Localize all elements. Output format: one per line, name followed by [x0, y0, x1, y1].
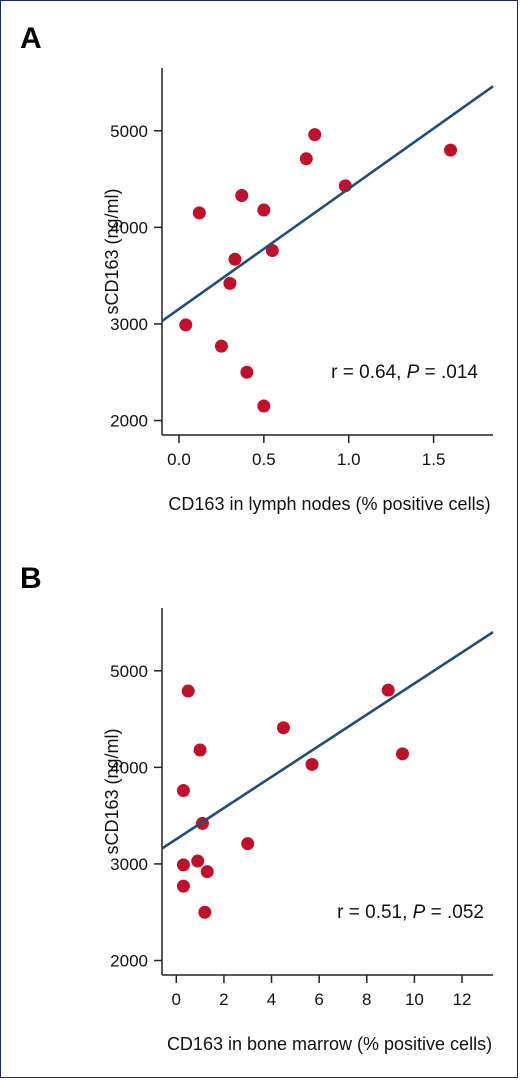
panel-b-x-tick-label: 10	[405, 990, 424, 1009]
panel-a-data-point	[444, 143, 458, 157]
panel-a-y-tick-label: 2000	[110, 412, 148, 431]
panel-a-letter: A	[20, 22, 42, 55]
panel-b-annotation: r = 0.51, P = .052	[337, 902, 484, 923]
panel-b-scatter-chart: r = 0.51, P = .052 2000 3000 4000 5000 0 2 4 6 8…	[102, 608, 494, 1054]
panel-a-annotation: r = 0.64, P = .014	[331, 362, 478, 383]
panel-b-data-point	[381, 683, 395, 697]
panel-a-data-point	[308, 128, 322, 142]
panel-a-data-point	[240, 365, 254, 379]
panel-b-x-tick-label: 6	[314, 990, 323, 1009]
panel-a-y-tick-label: 3000	[110, 315, 148, 334]
panel-a-data-point	[257, 203, 271, 217]
panel-b-data-point	[396, 747, 410, 761]
panel-b-data-point	[276, 721, 290, 735]
panel-b-data-point	[305, 757, 319, 771]
panel-a-data-point	[235, 188, 249, 202]
panel-b-x-tick-label: 0	[172, 990, 181, 1009]
panel-a-y-tick-label: 4000	[110, 218, 148, 237]
panel-a-data-point	[214, 339, 228, 353]
panel-b-data-point	[198, 905, 212, 919]
panel-b-data-point	[176, 879, 190, 893]
panel-a-scatter-chart: r = 0.64, P = .014 2000 3000 4000 5000 0.0 0.…	[102, 68, 494, 514]
panel-a-x-axis-title: CD163 in lymph nodes (% positive cells)	[168, 494, 490, 514]
panel-a-data-point	[179, 318, 193, 332]
panel-b-data-point	[193, 743, 207, 757]
panel-a-data-point	[299, 152, 313, 166]
panel-b-y-tick-label: 2000	[110, 952, 148, 971]
panel-b-y-tick-label: 4000	[110, 758, 148, 777]
panel-b-data-point	[241, 837, 255, 851]
panel-b-x-tick-label: 4	[267, 990, 276, 1009]
panel-a-regression-line	[161, 85, 494, 323]
panel-b-y-tick-label: 5000	[110, 662, 148, 681]
panel-b-x-tick-label: 2	[219, 990, 228, 1009]
panel-b-y-tick-label: 3000	[110, 855, 148, 874]
panel-a-data-point	[223, 276, 237, 290]
panel-b-x-tick-label: 12	[453, 990, 472, 1009]
panel-b-x-tick-label: 8	[362, 990, 371, 1009]
panel-a-x-tick-label: 1.0	[337, 450, 361, 469]
panel-b-x-axis-title: CD163 in bone marrow (% positive cells)	[167, 1034, 492, 1054]
panel-a-data-point	[228, 252, 242, 266]
panel-b-data-point	[200, 865, 214, 879]
panel-a-y-tick-label: 5000	[110, 122, 148, 141]
panel-b-y-axis-title: sCD163 (ng/ml)	[102, 728, 122, 854]
panel-a-x-tick-label: 0.5	[252, 450, 276, 469]
panel-a-data-point	[265, 244, 279, 258]
panel-a-data-point	[192, 206, 206, 220]
panel-a-x-tick-label: 1.5	[422, 450, 446, 469]
panel-b-regression-line	[161, 631, 494, 850]
panel-b-data-point	[176, 858, 190, 872]
panel-a-data-point	[257, 399, 271, 413]
panel-b-data-point	[191, 854, 205, 868]
panel-a-x-tick-label: 0.0	[167, 450, 191, 469]
panel-b-data-point	[176, 784, 190, 798]
panel-b-data-point	[181, 684, 195, 698]
panel-a-y-axis-title: sCD163 (ng/ml)	[102, 188, 122, 314]
panel-b-letter: B	[20, 562, 42, 595]
